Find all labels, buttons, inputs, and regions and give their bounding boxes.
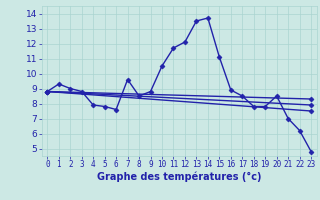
X-axis label: Graphe des températures (°c): Graphe des températures (°c) (97, 172, 261, 182)
